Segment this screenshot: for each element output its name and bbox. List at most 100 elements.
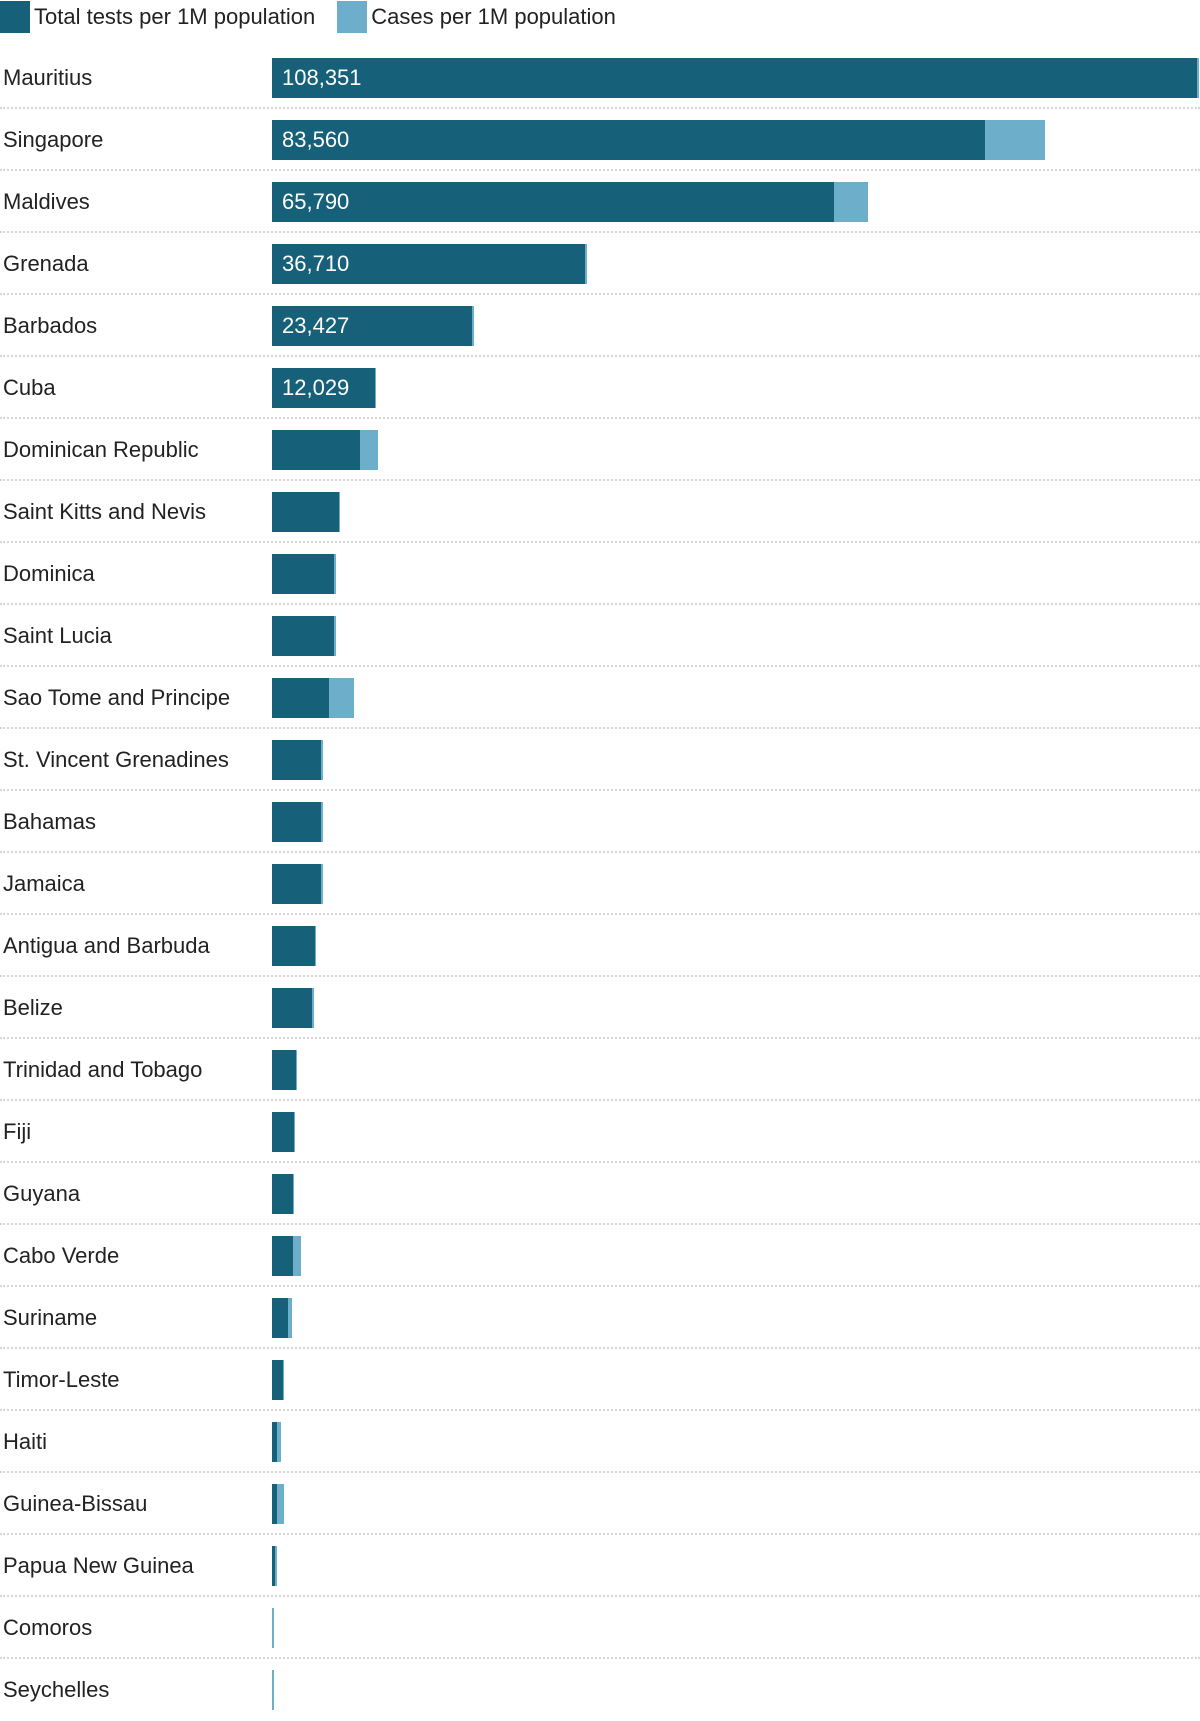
chart-row: Barbados 23,427 — [0, 295, 1200, 357]
category-label: Cabo Verde — [3, 1243, 120, 1268]
legend-label-tests: Total tests per 1M population — [34, 4, 316, 29]
row-divider — [0, 479, 1200, 481]
bar-cases — [472, 306, 474, 346]
row-divider — [0, 1161, 1200, 1163]
chart-row: Guinea-Bissau — [0, 1473, 1200, 1535]
bar-tests — [272, 244, 586, 284]
data-label: 23,427 — [282, 313, 350, 338]
chart-row: Comoros — [0, 1597, 1200, 1659]
bar-tests — [272, 1546, 276, 1586]
category-label: Cuba — [3, 375, 56, 400]
bar-tests — [272, 1422, 278, 1462]
category-label: Haiti — [3, 1429, 48, 1454]
chart-row: St. Vincent Grenadines — [0, 729, 1200, 791]
category-label: Sao Tome and Principe — [3, 685, 231, 710]
row-divider — [0, 355, 1200, 357]
bar-cases — [328, 678, 354, 718]
bar-cases — [277, 1422, 281, 1462]
chart-row: Dominica — [0, 543, 1200, 605]
bar-cases — [314, 926, 317, 966]
data-label: 65,790 — [282, 189, 350, 214]
row-divider — [0, 1471, 1200, 1473]
row-divider — [0, 293, 1200, 295]
bar-tests — [272, 988, 313, 1028]
bar-cases — [833, 182, 868, 222]
bar-tests — [272, 678, 329, 718]
bar-cases — [282, 1360, 285, 1400]
chart-row: Cabo Verde — [0, 1225, 1200, 1287]
category-label: Fiji — [3, 1119, 32, 1144]
bar-cases — [288, 1298, 292, 1338]
bar-cases — [321, 740, 323, 780]
chart-row: Dominican Republic — [0, 419, 1200, 481]
category-label: Singapore — [3, 127, 104, 152]
bar-cases — [312, 988, 314, 1028]
chart-row: Fiji — [0, 1101, 1200, 1163]
bar-cases — [275, 1546, 277, 1586]
row-divider — [0, 1347, 1200, 1349]
data-label: 108,351 — [282, 65, 362, 90]
chart-row: Sao Tome and Principe — [0, 667, 1200, 729]
bar-cases — [985, 120, 1046, 160]
data-label: 36,710 — [282, 251, 350, 276]
chart-row: Trinidad and Tobago — [0, 1039, 1200, 1101]
row-divider — [0, 1409, 1200, 1411]
category-label: Belize — [3, 995, 63, 1020]
chart-row: Singapore 83,560 — [0, 109, 1200, 171]
bar-tests — [272, 492, 339, 532]
bar-cases — [321, 864, 323, 904]
category-label: Papua New Guinea — [3, 1553, 194, 1578]
category-label: Suriname — [3, 1305, 98, 1330]
chart-row: Cuba 12,029 — [0, 357, 1200, 419]
bar-tests — [272, 554, 335, 594]
category-label: Comoros — [3, 1615, 93, 1640]
bar-tests — [272, 926, 315, 966]
row-divider — [0, 975, 1200, 977]
bar-cases — [272, 1670, 274, 1710]
category-label: Grenada — [3, 251, 89, 276]
chart-row: Saint Kitts and Nevis — [0, 481, 1200, 543]
bar-tests — [272, 368, 375, 408]
row-divider — [0, 1099, 1200, 1101]
bar-cases — [292, 1174, 295, 1214]
chart-row: Belize — [0, 977, 1200, 1039]
row-divider — [0, 1223, 1200, 1225]
bar-cases — [292, 1236, 302, 1276]
bar-cases — [295, 1050, 298, 1090]
row-divider — [0, 1037, 1200, 1039]
bar-tests — [272, 1050, 296, 1090]
chart-row: Jamaica — [0, 853, 1200, 915]
bar-cases — [360, 430, 378, 470]
chart-row: Timor-Leste — [0, 1349, 1200, 1411]
legend-label-cases: Cases per 1M population — [371, 4, 616, 29]
bar-tests — [272, 864, 322, 904]
chart-row: Haiti — [0, 1411, 1200, 1473]
row-divider — [0, 1533, 1200, 1535]
row-divider — [0, 1657, 1200, 1659]
row-divider — [0, 231, 1200, 233]
bar-cases — [277, 1484, 285, 1524]
row-divider — [0, 727, 1200, 729]
bar-tests — [272, 802, 322, 842]
row-divider — [0, 107, 1200, 109]
chart-row: Guyana — [0, 1163, 1200, 1225]
chart-row: Grenada 36,710 — [0, 233, 1200, 295]
category-label: Bahamas — [3, 809, 96, 834]
row-divider — [0, 1595, 1200, 1597]
chart-row: Antigua and Barbuda — [0, 915, 1200, 977]
category-label: Seychelles — [3, 1677, 110, 1702]
bar-tests — [272, 120, 986, 160]
category-label: Dominica — [3, 561, 95, 586]
bar-cases — [334, 554, 336, 594]
chart-row: Suriname — [0, 1287, 1200, 1349]
row-divider — [0, 1285, 1200, 1287]
row-divider — [0, 603, 1200, 605]
category-label: Maldives — [3, 189, 90, 214]
bar-cases — [585, 244, 587, 284]
row-divider — [0, 913, 1200, 915]
data-label: 12,029 — [282, 375, 350, 400]
category-label: St. Vincent Grenadines — [3, 747, 229, 772]
row-divider — [0, 851, 1200, 853]
category-label: Trinidad and Tobago — [3, 1057, 203, 1082]
chart-row: Saint Lucia — [0, 605, 1200, 667]
